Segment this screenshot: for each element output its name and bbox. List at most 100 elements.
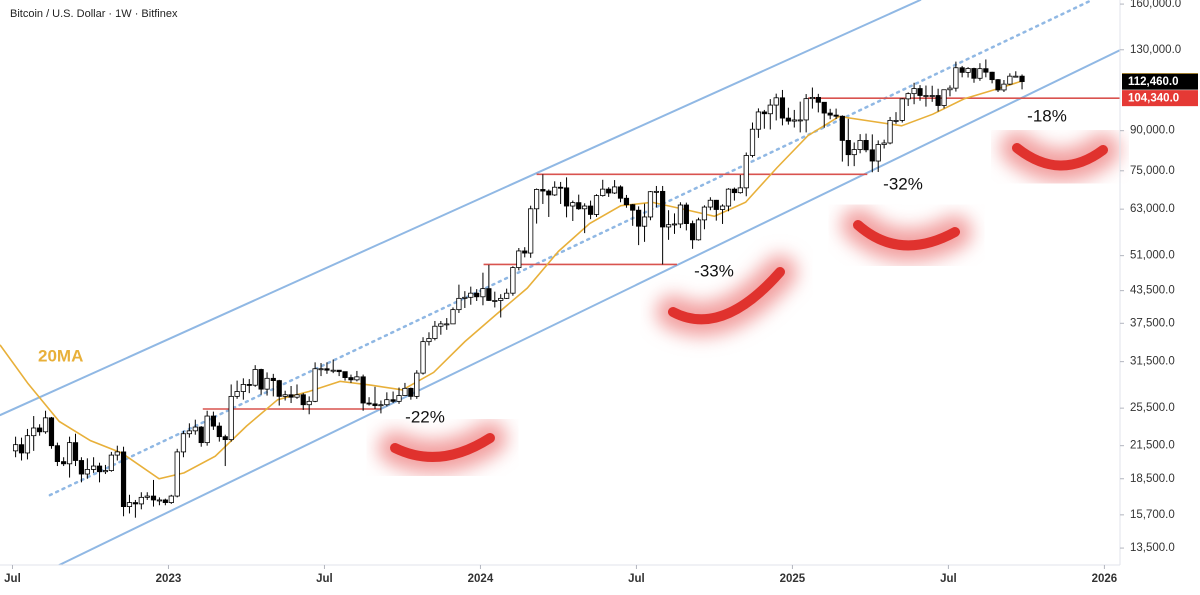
y-tick-label: 37,500.0 [1130,317,1175,329]
candle-body [294,394,300,398]
candle-body [863,140,869,151]
candle-body [815,96,821,103]
candle-body [132,502,138,505]
candle-body [665,224,672,228]
candle-body [318,368,324,371]
candle-body [246,384,252,386]
scribble [668,267,785,325]
candle-body [617,186,624,199]
scribbles [378,131,1120,474]
candle-body [563,187,570,207]
candle-body [701,206,708,221]
candle-body [707,199,713,208]
candle-body [474,292,480,298]
candle-body [192,426,198,432]
candle-body [749,128,756,156]
candle-body [48,417,55,447]
candle-body [37,427,43,433]
x-tick-label: Jul [628,573,645,585]
candle-body [1007,75,1013,85]
x-tick-label: 2023 [156,573,182,585]
candle-body [84,469,90,475]
candle-body [300,394,306,406]
candle-body [600,188,606,197]
candle-body [593,195,600,215]
candle-body [108,454,114,471]
candle-body [522,250,528,254]
candle-body [252,369,258,386]
candle-body [641,216,648,227]
candle-body [516,250,522,269]
candle-body [204,415,210,444]
trendline [0,0,922,417]
candle-body [719,205,726,210]
candle-body [366,402,372,405]
candle-body [570,202,576,207]
y-tick-label: 90,000.0 [1130,125,1175,137]
candle-body [492,300,498,302]
candle-body [216,425,222,438]
y-tick-label: 18,500.0 [1130,473,1175,485]
y-tick-label: 21,500.0 [1130,440,1175,452]
y-tick-label: 13,500.0 [1130,542,1175,554]
candle-body [923,95,929,97]
candle-body [630,204,636,211]
price-label-box [1122,90,1198,107]
chart-title: Bitcoin / U.S. Dollar · 1W · Bitfinex [10,8,178,20]
candle-body [534,189,540,210]
candle-body [12,444,19,452]
candle-body [779,97,786,119]
candle-body [61,461,67,465]
candle-body [432,325,438,339]
trendline [48,0,1094,497]
candle-body [1013,75,1019,78]
candle-body [875,144,881,162]
candle-body [498,297,504,301]
candle-body [150,495,157,501]
candle-body [426,338,432,343]
candle-body [971,68,977,79]
candle-body [414,372,420,397]
candle-body [773,97,779,106]
candle-body [168,495,174,503]
candle-body [929,95,935,97]
candle-body [623,197,630,206]
candle-body [731,188,737,194]
candle-body [312,368,318,402]
candle-body [102,470,109,473]
candle-body [444,323,450,326]
candle-body [1019,75,1025,82]
candle-body [462,296,468,299]
candle-body [96,465,103,473]
scribble [853,220,960,251]
candle-body [587,205,594,215]
x-tick-label: Jul [316,573,333,585]
candle-body [839,115,845,141]
candle-body [743,155,749,189]
candle-body [486,288,492,301]
candle-body [234,391,240,397]
candle-body [827,112,833,116]
candle-body [342,371,348,378]
candle-body [276,380,282,397]
candle-body [222,436,228,441]
candle-body [833,114,839,117]
candle-body [989,71,995,81]
candle-body [144,495,150,498]
candle-body [480,288,486,298]
candle-body [881,142,887,145]
candle-body [24,435,31,454]
candle-body [917,88,923,96]
candle-body [809,96,815,100]
candle-body [845,140,851,156]
candle-body [180,433,187,453]
candle-body [438,323,444,327]
candle-body [138,496,144,505]
candle-body [504,292,510,299]
moving-average [0,80,1023,480]
annotation: -33% [694,261,734,280]
candle-body [1001,83,1007,91]
candle-body [576,202,582,210]
candle-body [396,395,402,402]
